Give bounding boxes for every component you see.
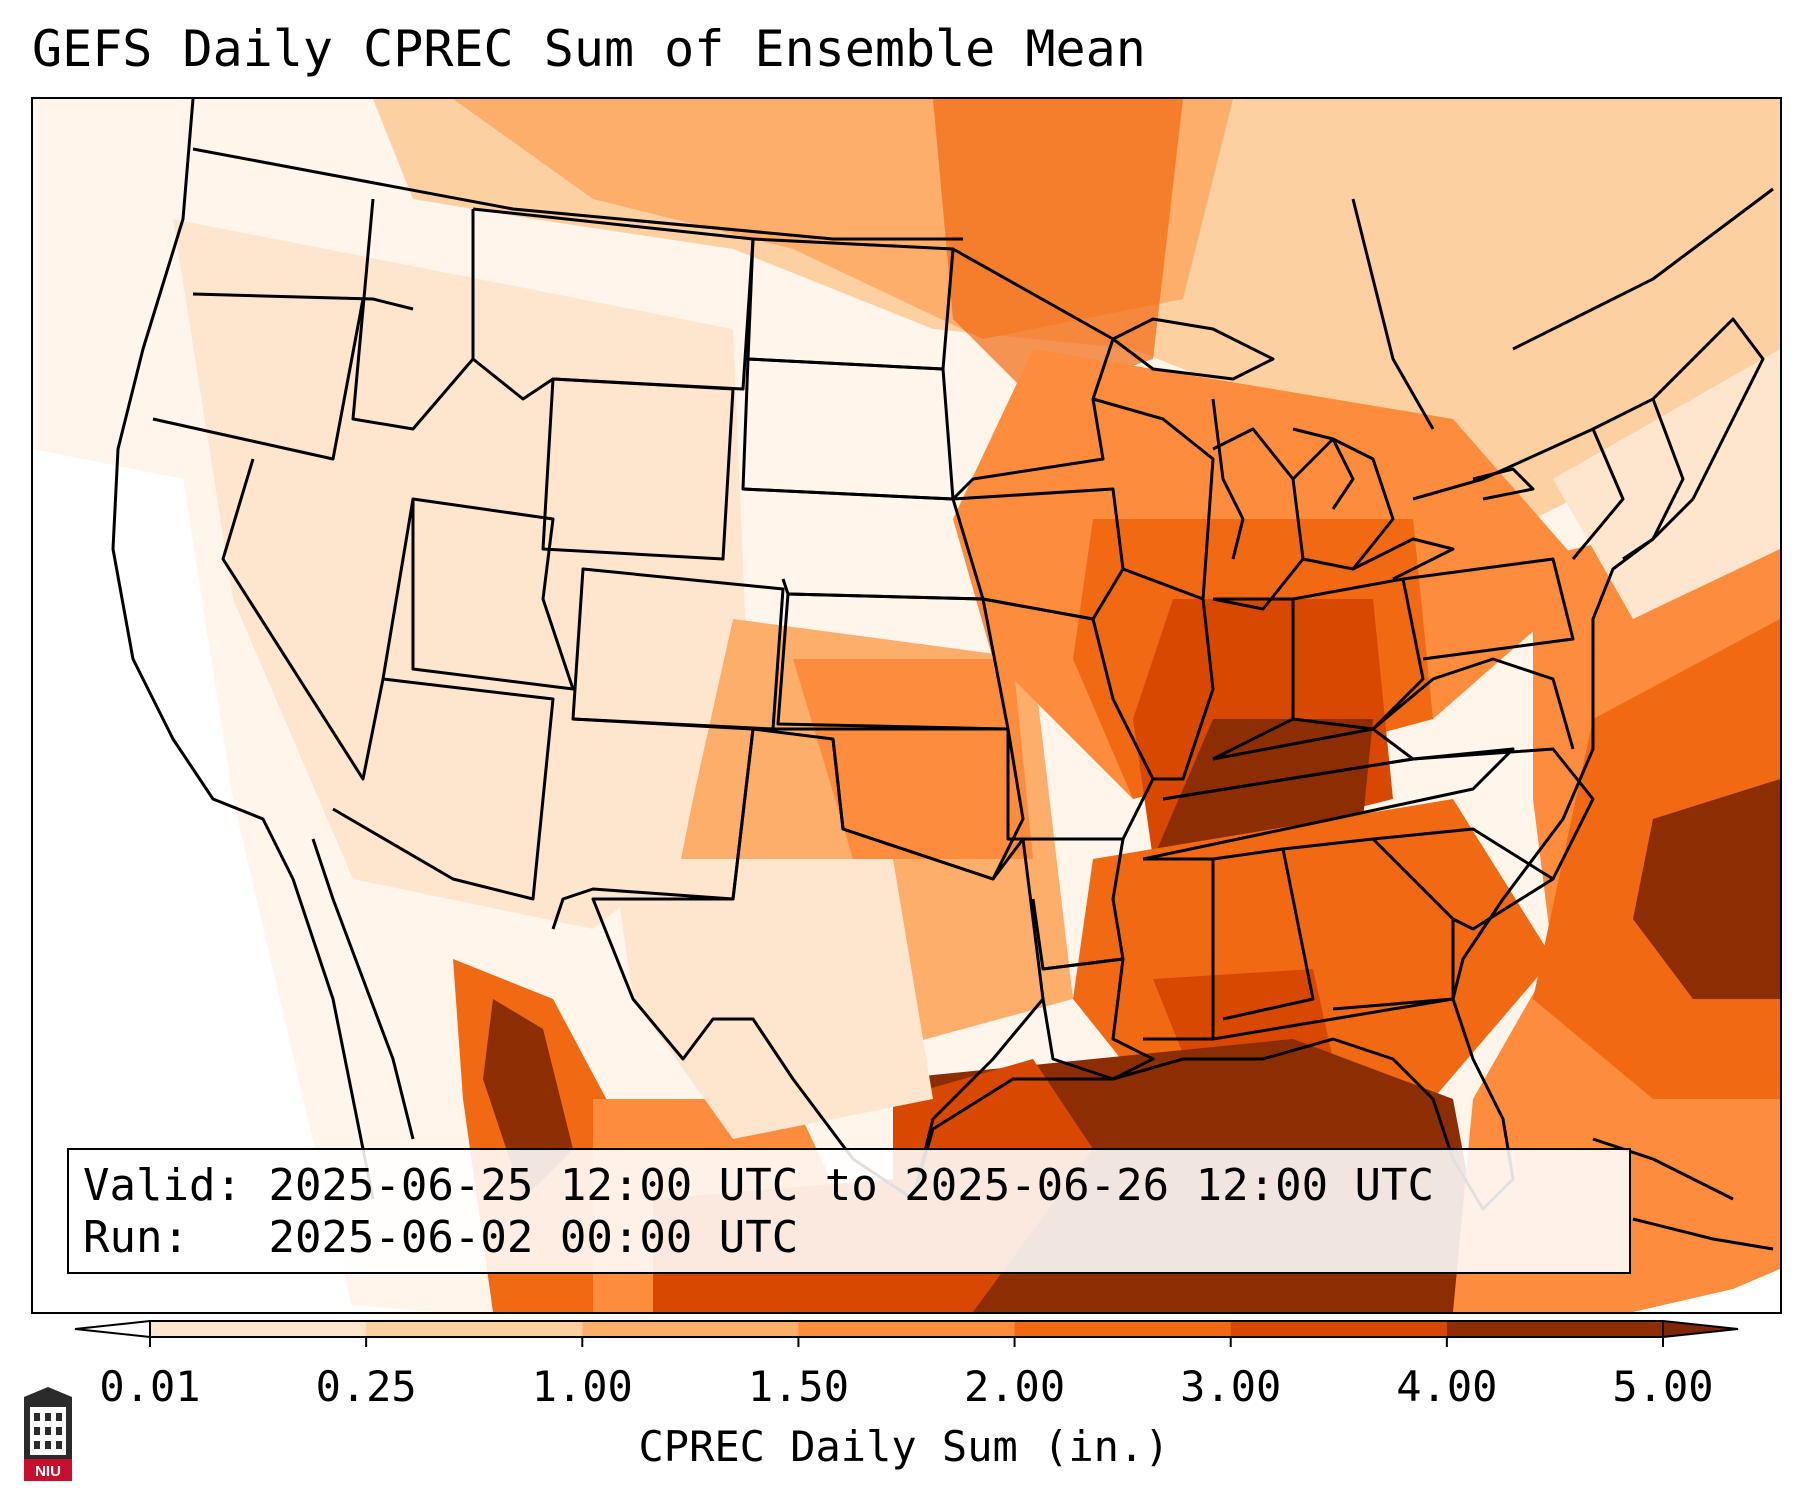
- colorbar-label: CPREC Daily Sum (in.): [638, 1422, 1170, 1471]
- colorbar-outline: [149, 1320, 1664, 1338]
- colorbar-segment: [366, 1321, 583, 1337]
- logo-text: NIU: [35, 1463, 61, 1480]
- colorbar-tick-label: 1.50: [747, 1362, 849, 1411]
- map-canvas: [33, 99, 1780, 1312]
- colorbar-tick-label: 3.00: [1180, 1362, 1282, 1411]
- valid-value: 2025-06-25 12:00 UTC to 2025-06-26 12:00…: [268, 1160, 1435, 1211]
- colorbar-segment: [150, 1321, 367, 1337]
- run-line: Run: 2025-06-02 00:00 UTC: [83, 1212, 798, 1263]
- colorbar-tick-label: 1.00: [531, 1362, 633, 1411]
- chart-title: GEFS Daily CPREC Sum of Ensemble Mean: [32, 20, 1146, 78]
- state-borders: [111, 99, 1774, 1251]
- colorbar-tick-label: 5.00: [1612, 1362, 1714, 1411]
- valid-line: Valid: 2025-06-25 12:00 UTC to 2025-06-2…: [83, 1160, 1434, 1211]
- colorbar-segment: [1230, 1321, 1448, 1337]
- colorbar-tick-label: 0.25: [315, 1362, 417, 1411]
- colorbar-segments: [74, 1319, 1739, 1339]
- colorbar-segment: [1446, 1321, 1664, 1337]
- niu-logo-icon: NIU: [24, 1387, 72, 1481]
- colorbar-ticks: [149, 1337, 1664, 1347]
- precipitation-field: [33, 99, 1780, 1312]
- precipitation-map: [31, 97, 1782, 1314]
- colorbar-segment: [798, 1321, 1016, 1337]
- colorbar-segment: [582, 1321, 799, 1337]
- colorbar-tick-label: 0.01: [99, 1362, 201, 1411]
- colorbar-segment: [1014, 1321, 1232, 1337]
- colorbar-tick-label: 2.00: [963, 1362, 1066, 1411]
- valid-label: Valid:: [83, 1160, 242, 1211]
- run-label: Run:: [83, 1212, 189, 1263]
- colorbar: [74, 1319, 1739, 1347]
- logo-badge: [24, 1459, 72, 1481]
- colorbar-under-arrow: [74, 1319, 151, 1339]
- run-value: 2025-06-02 00:00 UTC: [268, 1212, 799, 1263]
- valid-run-info-box: Valid: 2025-06-25 12:00 UTC to 2025-06-2…: [67, 1148, 1631, 1274]
- colorbar-tick-label: 4.00: [1396, 1362, 1498, 1411]
- colorbar-over-arrow: [1662, 1319, 1739, 1339]
